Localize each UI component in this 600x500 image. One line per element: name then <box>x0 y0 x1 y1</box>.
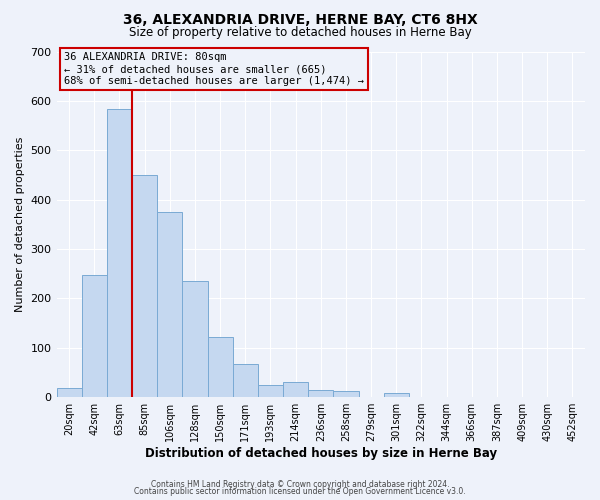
Y-axis label: Number of detached properties: Number of detached properties <box>15 136 25 312</box>
Bar <box>334 392 359 397</box>
Text: 36 ALEXANDRIA DRIVE: 80sqm
← 31% of detached houses are smaller (665)
68% of sem: 36 ALEXANDRIA DRIVE: 80sqm ← 31% of deta… <box>64 52 364 86</box>
Bar <box>308 390 334 397</box>
X-axis label: Distribution of detached houses by size in Herne Bay: Distribution of detached houses by size … <box>145 447 497 460</box>
Bar <box>208 337 233 397</box>
Bar <box>182 280 208 397</box>
Bar <box>56 388 82 397</box>
Bar <box>258 385 283 397</box>
Bar <box>383 393 409 397</box>
Text: Size of property relative to detached houses in Herne Bay: Size of property relative to detached ho… <box>128 26 472 39</box>
Bar <box>107 110 132 397</box>
Bar <box>233 364 258 397</box>
Bar <box>157 212 182 397</box>
Bar <box>132 175 157 397</box>
Text: Contains public sector information licensed under the Open Government Licence v3: Contains public sector information licen… <box>134 487 466 496</box>
Bar <box>283 382 308 397</box>
Bar <box>82 275 107 397</box>
Text: Contains HM Land Registry data © Crown copyright and database right 2024.: Contains HM Land Registry data © Crown c… <box>151 480 449 489</box>
Text: 36, ALEXANDRIA DRIVE, HERNE BAY, CT6 8HX: 36, ALEXANDRIA DRIVE, HERNE BAY, CT6 8HX <box>122 12 478 26</box>
